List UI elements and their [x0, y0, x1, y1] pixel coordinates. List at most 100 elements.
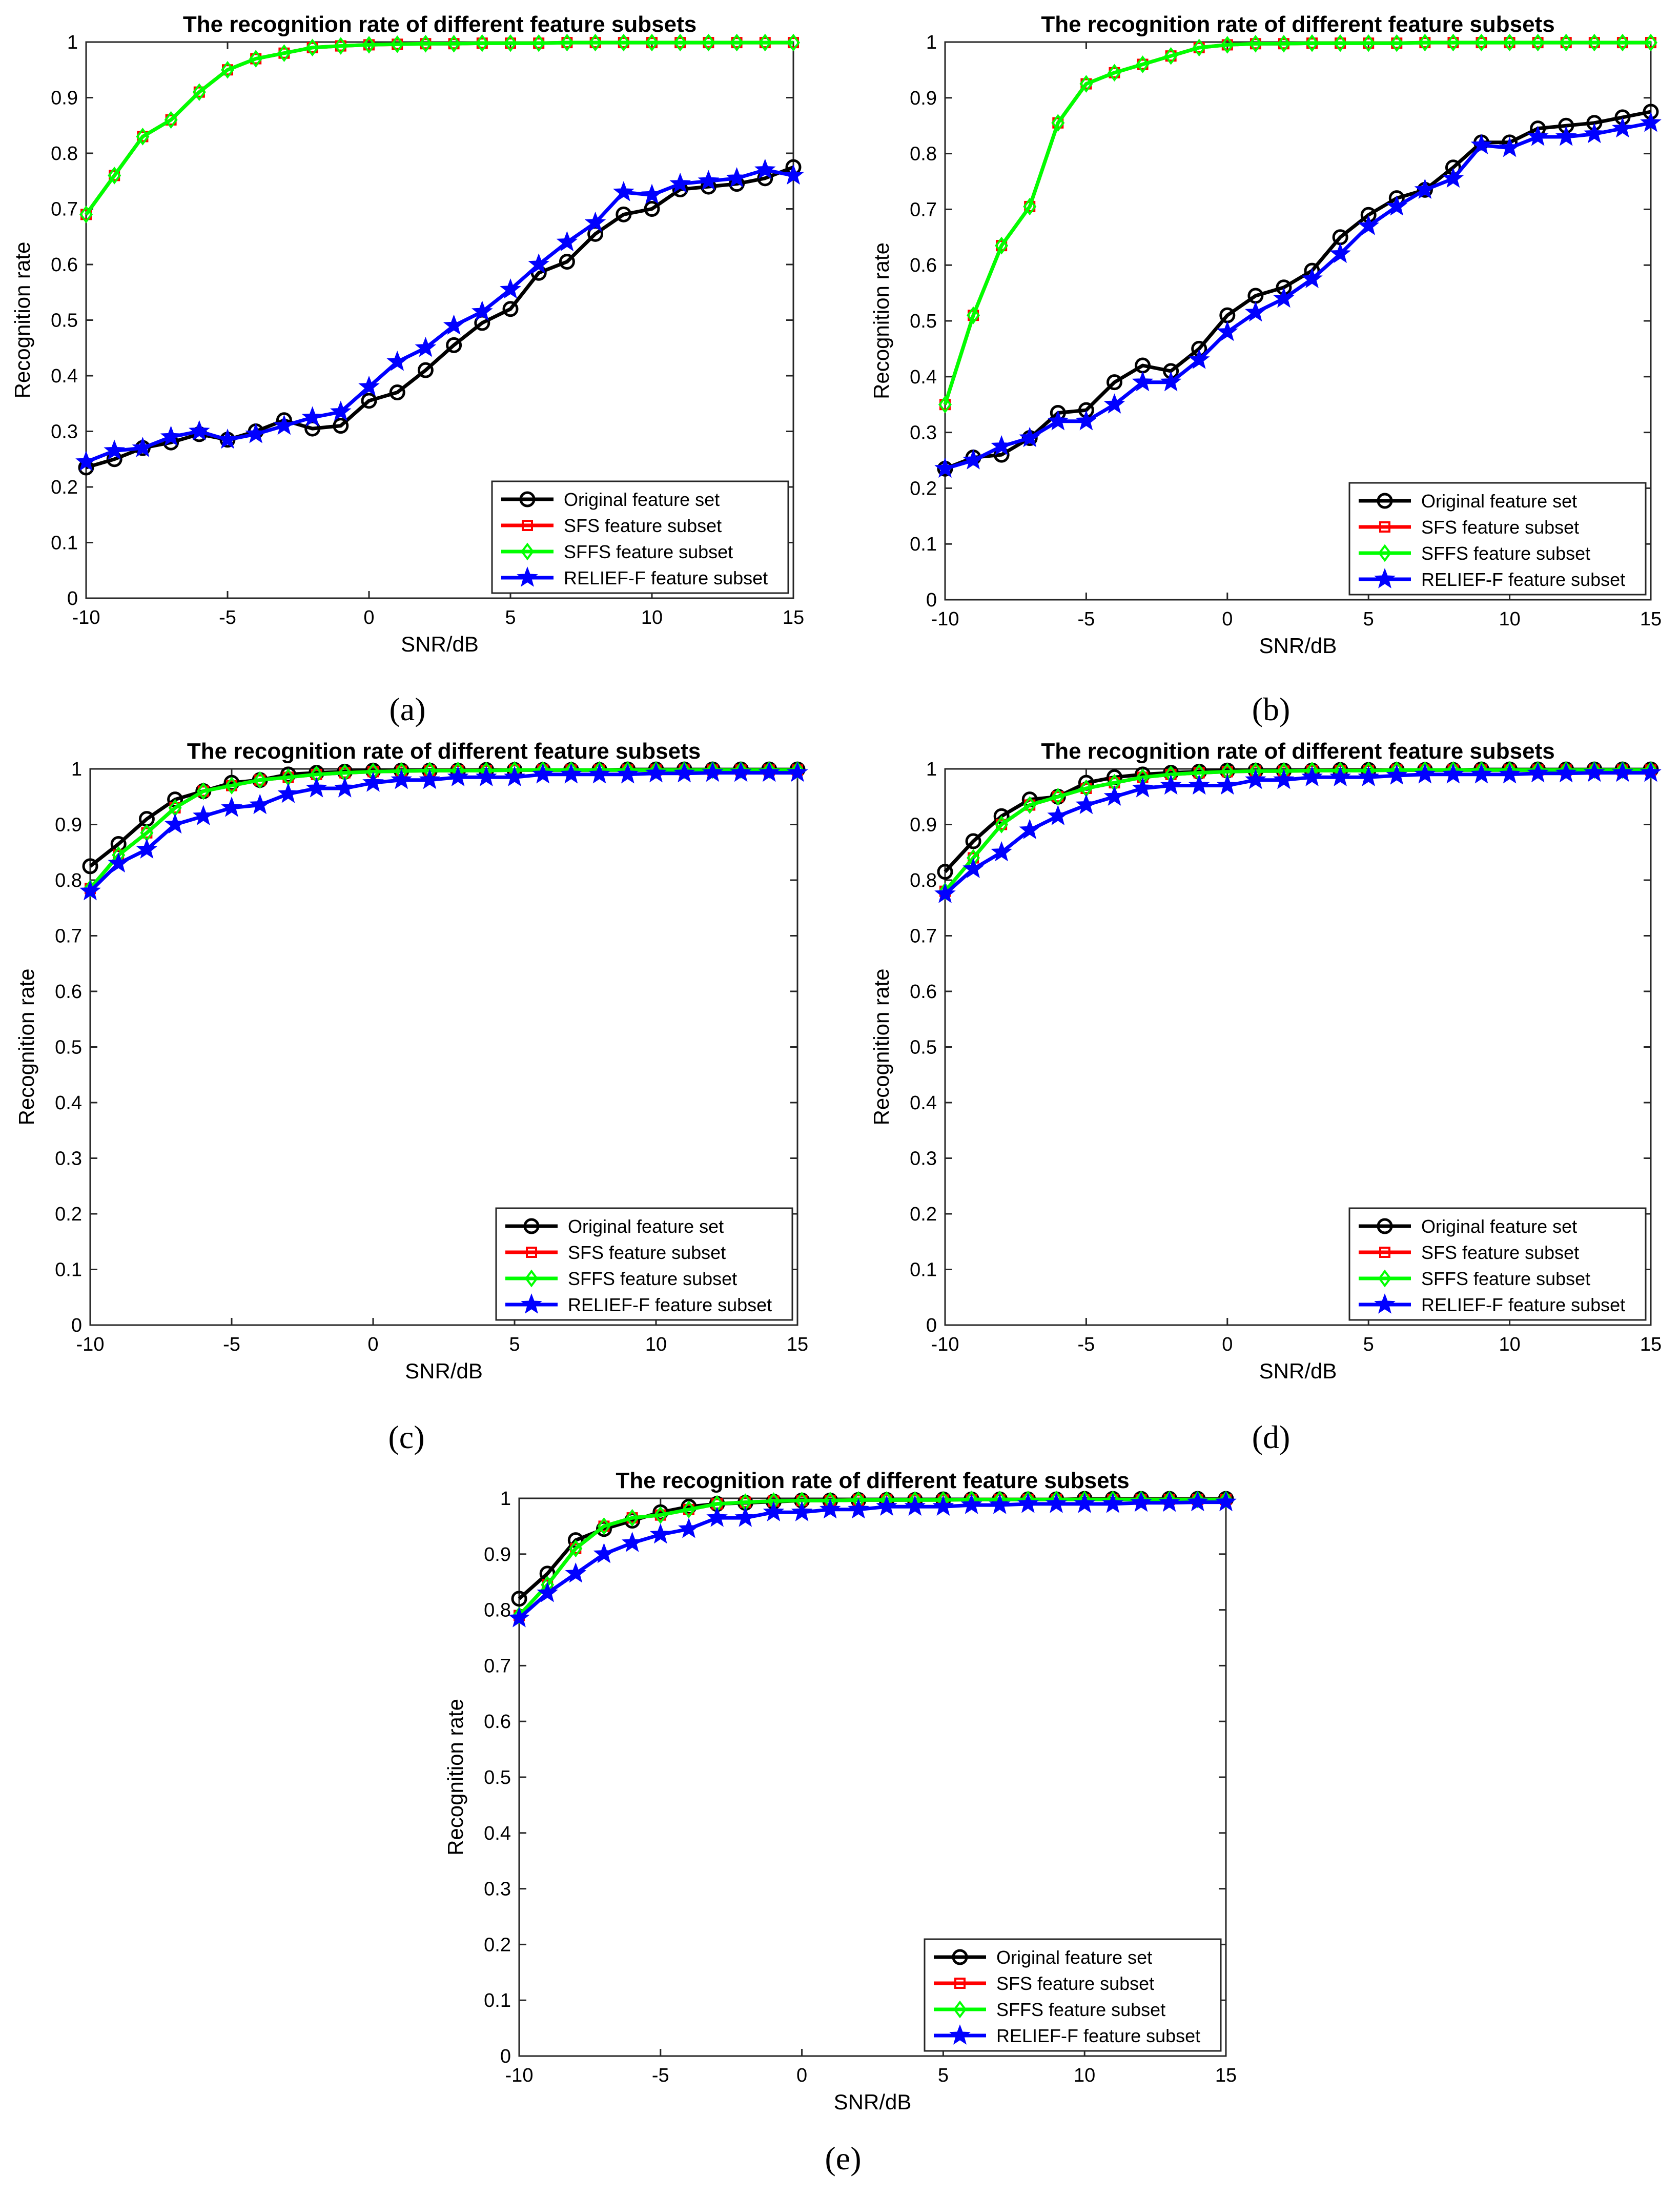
data-point-original	[333, 418, 349, 434]
x-tick-label: -10	[76, 1334, 105, 1355]
legend-entry-relief: RELIEF-F feature subset	[564, 567, 768, 588]
data-point-relief	[475, 766, 497, 786]
data-point-original	[502, 301, 519, 317]
y-tick-label: 0.4	[484, 1823, 511, 1844]
data-point-original	[417, 362, 434, 378]
data-point-sffs	[305, 38, 319, 57]
y-tick-label: 0.6	[910, 255, 937, 276]
data-point-relief	[1273, 287, 1295, 308]
data-point-sffs	[1334, 34, 1347, 52]
legend: Original feature set SFS feature subset SF…	[924, 1938, 1222, 2052]
data-point-relief	[678, 1517, 700, 1538]
legend-marker-sffs	[525, 1269, 538, 1288]
y-tick-label: 0.7	[910, 199, 937, 220]
legend-marker-sfs	[526, 1247, 537, 1258]
panel-label: (c)	[388, 1419, 424, 1455]
data-point-relief	[1470, 134, 1492, 155]
y-tick-label: 0.9	[910, 815, 937, 836]
data-point-sffs	[560, 33, 574, 52]
data-point-sffs	[1362, 34, 1376, 52]
data-point-relief	[876, 1495, 897, 1516]
x-tick-label: 5	[938, 2065, 949, 2086]
data-point-relief	[621, 1532, 643, 1552]
legend-marker-original	[523, 1218, 540, 1234]
data-point-original	[1106, 374, 1122, 391]
y-tick-label: 1	[71, 759, 82, 780]
data-point-relief	[188, 420, 210, 441]
data-point-relief	[471, 300, 493, 321]
chart-title: The recognition rate of different featur…	[1041, 739, 1554, 764]
data-point-relief	[301, 406, 323, 426]
y-tick-label: 1	[67, 32, 78, 53]
legend-marker-original	[1377, 493, 1393, 509]
data-point-sffs	[1192, 38, 1206, 57]
data-point-relief	[532, 763, 554, 784]
data-point-relief	[1132, 777, 1154, 798]
panel-label: (a)	[389, 691, 425, 727]
y-tick-label: 0.5	[51, 310, 78, 332]
data-point-relief	[273, 414, 295, 435]
x-tick-label: 10	[641, 607, 663, 628]
series-relief	[75, 158, 804, 471]
series-line-original	[944, 110, 1651, 471]
y-tick-label: 0.9	[55, 815, 82, 836]
y-tick-label: 0.2	[910, 478, 937, 499]
y-tick-label: 0.2	[484, 1934, 511, 1956]
data-point-relief	[556, 231, 578, 252]
chart-panel-2: -10 -5 0 5 10 15 0 0.1 0.2 0.3 0.4 0.5 0.6 0.7 0.8 0.9 1…	[869, 12, 1662, 727]
data-point-relief	[617, 763, 639, 784]
data-point-sffs	[1023, 197, 1037, 216]
data-point-relief	[1216, 774, 1238, 795]
x-tick-label: -10	[931, 1334, 959, 1355]
data-point-sffs	[625, 1509, 639, 1527]
y-tick-label: 0.4	[910, 1092, 937, 1114]
data-point-relief	[192, 805, 214, 825]
legend-marker-sfs	[522, 520, 533, 531]
chart-title: The recognition rate of different featur…	[187, 739, 701, 764]
data-point-relief	[1273, 768, 1295, 789]
data-point-relief	[1132, 371, 1154, 392]
y-tick-label: 0.6	[484, 1711, 511, 1733]
x-tick-label: -5	[1078, 1334, 1095, 1355]
axes: -10 -5 0 5 10 15 0 0.1 0.2 0.3 0.4 0.5 0.6 0.7 0.8 0.9 1	[910, 32, 1662, 630]
data-point-sffs	[136, 128, 150, 146]
data-point-sffs	[1503, 33, 1517, 52]
y-tick-label: 0.1	[484, 1990, 511, 2011]
data-point-relief	[1386, 195, 1408, 216]
y-tick-label: 0	[67, 588, 78, 609]
data-point-relief	[1470, 763, 1492, 784]
data-point-relief	[108, 852, 130, 873]
data-point-relief	[989, 1494, 1011, 1514]
x-tick-label: 15	[1215, 2065, 1237, 2086]
data-point-original	[965, 833, 981, 849]
data-point-relief	[1527, 126, 1549, 146]
y-axis-label: Recognition rate	[869, 242, 893, 399]
y-tick-label: 0.7	[51, 199, 78, 220]
x-tick-label: 5	[505, 607, 516, 628]
y-tick-label: 1	[926, 759, 937, 780]
legend-marker-relief	[1374, 1293, 1396, 1314]
data-point-relief	[702, 761, 724, 782]
data-point-sffs	[391, 35, 404, 53]
y-tick-label: 0.6	[55, 981, 82, 1003]
data-point-relief	[960, 1494, 982, 1514]
legend-entry-sfs: SFS feature subset	[996, 1973, 1154, 1994]
series-relief	[79, 761, 808, 901]
data-point-sffs	[1559, 33, 1573, 52]
y-tick-label: 0.9	[484, 1544, 511, 1565]
data-point-relief	[593, 1542, 615, 1563]
data-point-relief	[1074, 1493, 1096, 1513]
series-sffs	[79, 33, 800, 223]
x-axis-label: SNR/dB	[1259, 1359, 1337, 1383]
y-tick-label: 0.9	[51, 88, 78, 109]
data-point-sffs	[967, 306, 980, 324]
data-point-sffs	[1051, 787, 1065, 806]
data-point-sffs	[653, 1506, 667, 1524]
legend: Original feature set SFS feature subset SF…	[491, 480, 789, 594]
y-tick-label: 0.4	[55, 1092, 82, 1114]
data-point-sffs	[192, 83, 206, 101]
data-point-relief	[962, 858, 984, 879]
y-tick-label: 0	[500, 2046, 511, 2067]
legend-marker-sffs	[1378, 544, 1391, 562]
legend-entry-original: Original feature set	[1421, 491, 1577, 512]
